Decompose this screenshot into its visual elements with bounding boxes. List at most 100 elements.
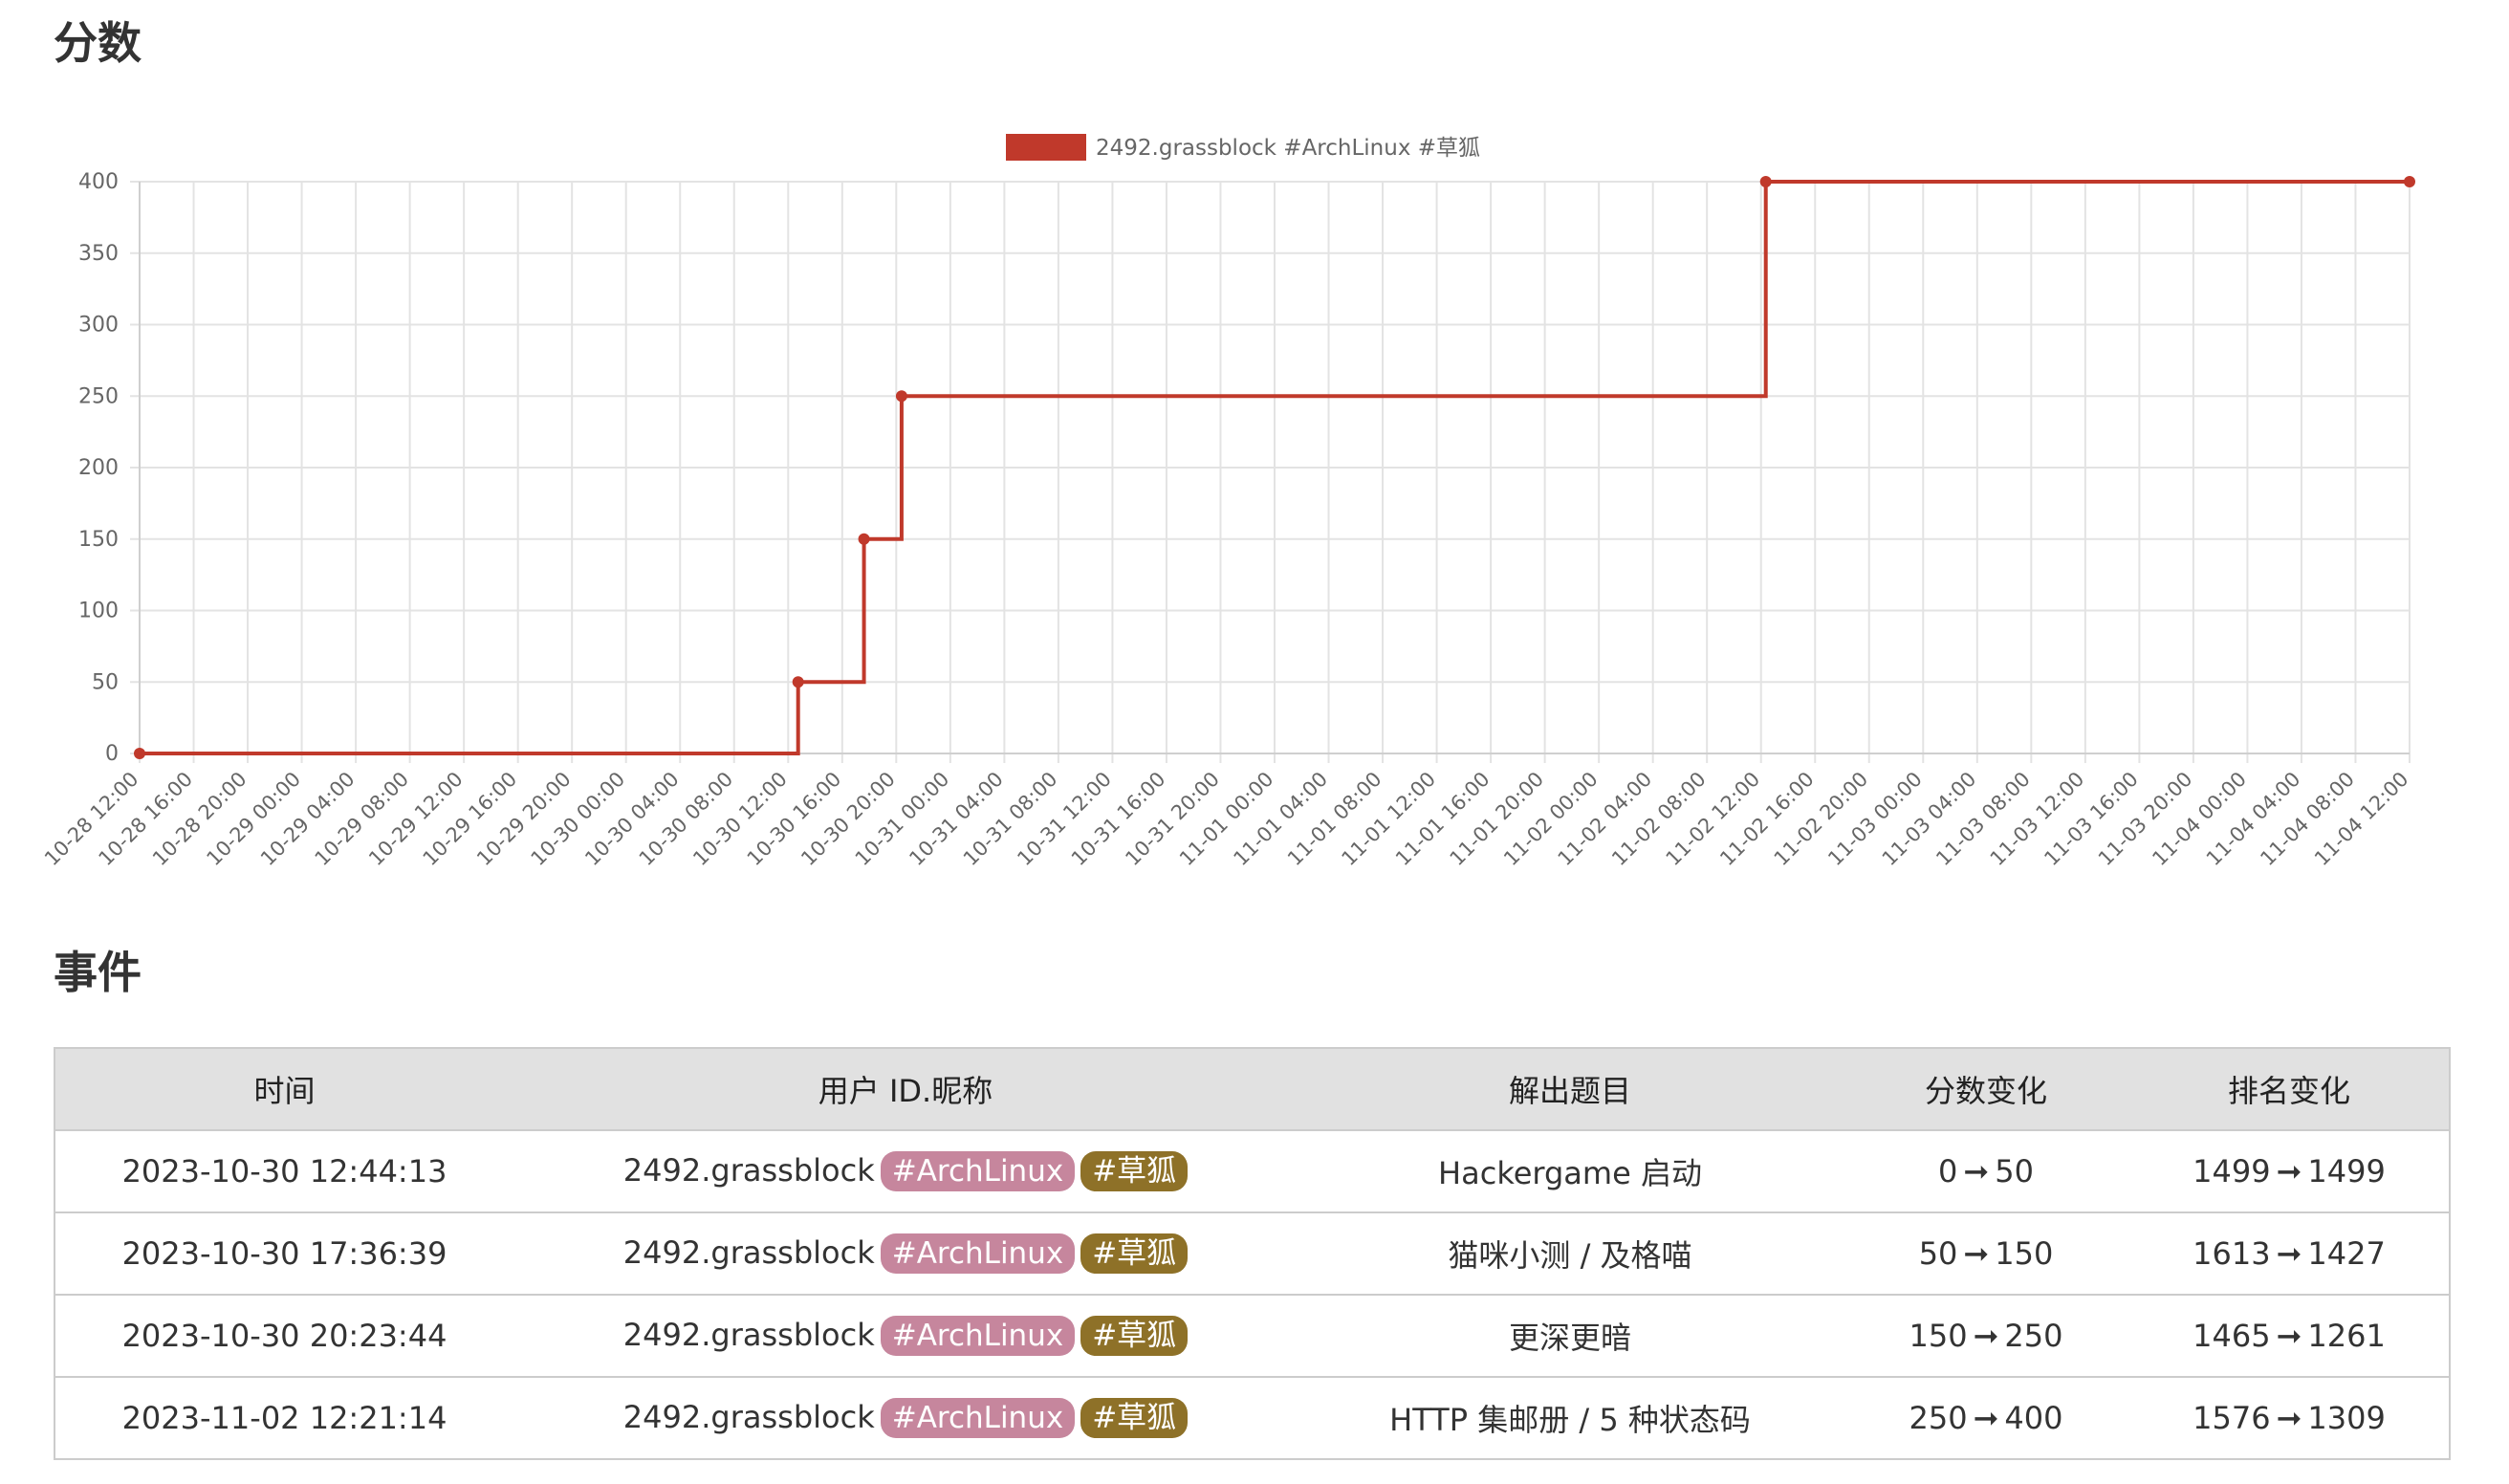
data-point: [895, 390, 907, 403]
y-tick-label: 100: [78, 600, 119, 623]
x-tick-label: 11-01 04:00: [1229, 768, 1332, 871]
x-tick-label: 11-02 04:00: [1554, 768, 1657, 871]
column-header-user: 用户 ID.昵称: [513, 1047, 1298, 1131]
x-tick-label: 10-30 04:00: [580, 768, 684, 871]
x-tick-label: 11-01 20:00: [1446, 768, 1549, 871]
y-tick-label: 400: [78, 170, 119, 194]
os-tag: #ArchLinux: [880, 1316, 1076, 1356]
event-score-change: 50 ➞ 150: [1843, 1211, 2129, 1296]
x-tick-label: 10-31 08:00: [959, 768, 1062, 871]
x-tick-label: 11-01 00:00: [1175, 768, 1278, 871]
x-tick-label: 11-01 16:00: [1391, 768, 1494, 871]
os-tag: #ArchLinux: [880, 1151, 1076, 1191]
event-score-change: 150 ➞ 250: [1843, 1294, 2129, 1378]
x-tick-label: 11-01 12:00: [1337, 768, 1440, 871]
x-tick-label: 10-29 20:00: [472, 768, 576, 871]
event-score-change: 250 ➞ 400: [1843, 1376, 2129, 1460]
event-rank-change: 1576 ➞ 1309: [2129, 1376, 2451, 1460]
arrow-right-icon: ➞: [1973, 1318, 1999, 1354]
browser-tag: #草狐: [1080, 1151, 1189, 1191]
x-tick-label: 10-31 04:00: [905, 768, 1008, 871]
event-user: 2492.grassblock #ArchLinux #草狐: [513, 1211, 1298, 1296]
rank-to: 1261: [2307, 1318, 2386, 1354]
event-time: 2023-10-30 20:23:44: [54, 1294, 513, 1378]
rank-to: 1427: [2307, 1235, 2386, 1272]
x-tick-label: 10-31 16:00: [1067, 768, 1170, 871]
user-link[interactable]: 2492.grassblock: [622, 1234, 875, 1271]
event-challenge: 更深更暗: [1298, 1294, 1843, 1378]
rank-from: 1499: [2193, 1153, 2271, 1189]
x-tick-label: 11-04 12:00: [2310, 768, 2413, 871]
table-row: 2023-11-02 12:21:14 2492.grassblock #Arch…: [54, 1376, 2451, 1460]
rank-from: 1465: [2193, 1318, 2271, 1354]
x-tick-label: 10-29 12:00: [364, 768, 468, 871]
x-tick-label: 10-30 08:00: [635, 768, 738, 871]
table-header-row: 时间 用户 ID.昵称 解出题目 分数变化 排名变化: [54, 1047, 2451, 1131]
legend-label: 2492.grassblock #ArchLinux #草狐: [1096, 136, 1480, 161]
x-tick-label: 10-28 16:00: [94, 768, 197, 871]
y-tick-label: 0: [105, 742, 119, 766]
table-row: 2023-10-30 12:44:13 2492.grassblock #Arch…: [54, 1129, 2451, 1213]
rank-from: 1613: [2193, 1235, 2271, 1272]
x-tick-label: 11-03 04:00: [1878, 768, 1981, 871]
x-tick-label: 11-03 12:00: [1986, 768, 2089, 871]
event-rank-change: 1499 ➞ 1499: [2129, 1129, 2451, 1213]
data-point: [1759, 176, 1772, 187]
event-user: 2492.grassblock #ArchLinux #草狐: [513, 1376, 1298, 1460]
events-heading: 事件: [54, 947, 142, 998]
score-from: 250: [1909, 1400, 1968, 1436]
arrow-right-icon: ➞: [2276, 1235, 2302, 1272]
x-tick-label: 11-02 12:00: [1662, 768, 1765, 871]
arrow-right-icon: ➞: [2276, 1400, 2302, 1436]
user-link[interactable]: 2492.grassblock: [622, 1399, 875, 1435]
arrow-right-icon: ➞: [1973, 1400, 1999, 1436]
user-link[interactable]: 2492.grassblock: [622, 1152, 875, 1189]
arrow-right-icon: ➞: [2276, 1153, 2302, 1189]
column-header-challenge: 解出题目: [1298, 1047, 1843, 1131]
y-tick-label: 300: [78, 314, 119, 338]
event-challenge: HTTP 集邮册 / 5 种状态码: [1298, 1376, 1843, 1460]
x-tick-label: 11-03 08:00: [1931, 768, 2035, 871]
x-tick-label: 11-01 08:00: [1283, 768, 1386, 871]
x-tick-label: 10-29 04:00: [256, 768, 360, 871]
x-tick-label: 10-28 12:00: [40, 768, 143, 871]
x-tick-label: 11-03 16:00: [2040, 768, 2143, 871]
legend-swatch: [1006, 134, 1086, 161]
event-user: 2492.grassblock #ArchLinux #草狐: [513, 1129, 1298, 1213]
score-to: 50: [1995, 1153, 2034, 1189]
score-to: 250: [2004, 1318, 2063, 1354]
arrow-right-icon: ➞: [1963, 1235, 1990, 1272]
y-tick-label: 200: [78, 456, 119, 480]
browser-tag: #草狐: [1080, 1398, 1189, 1438]
data-point: [134, 748, 145, 759]
arrow-right-icon: ➞: [2276, 1318, 2302, 1354]
event-time: 2023-10-30 17:36:39: [54, 1211, 513, 1296]
x-tick-label: 10-29 16:00: [419, 768, 522, 871]
x-tick-label: 10-30 00:00: [527, 768, 630, 871]
os-tag: #ArchLinux: [880, 1233, 1076, 1274]
event-time: 2023-11-02 12:21:14: [54, 1376, 513, 1460]
arrow-right-icon: ➞: [1963, 1153, 1990, 1189]
rank-to: 1309: [2307, 1400, 2386, 1436]
event-user: 2492.grassblock #ArchLinux #草狐: [513, 1294, 1298, 1378]
column-header-rank-change: 排名变化: [2129, 1047, 2451, 1131]
x-tick-label: 11-02 16:00: [1715, 768, 1819, 871]
x-tick-label: 10-30 16:00: [743, 768, 846, 871]
x-tick-label: 10-30 20:00: [796, 768, 900, 871]
x-tick-label: 10-30 12:00: [688, 768, 792, 871]
browser-tag: #草狐: [1080, 1316, 1189, 1356]
events-table: 时间 用户 ID.昵称 解出题目 分数变化 排名变化 2023-10-30 12…: [54, 1047, 2451, 1460]
x-tick-label: 11-02 00:00: [1499, 768, 1603, 871]
x-tick-label: 10-31 20:00: [1121, 768, 1224, 871]
y-tick-label: 250: [78, 384, 119, 408]
score-chart: 10-28 12:00 10-28 16:00 10-28 20:00 10-29 0…: [0, 115, 2509, 899]
user-link[interactable]: 2492.grassblock: [622, 1317, 875, 1353]
x-tick-label: 11-04 00:00: [2148, 768, 2251, 871]
rank-from: 1576: [2193, 1400, 2271, 1436]
x-tick-label: 10-29 08:00: [311, 768, 414, 871]
browser-tag: #草狐: [1080, 1233, 1189, 1274]
x-tick-label: 11-04 08:00: [2256, 768, 2359, 871]
x-tick-label: 11-03 20:00: [2094, 768, 2197, 871]
event-rank-change: 1613 ➞ 1427: [2129, 1211, 2451, 1296]
x-tick-label: 10-31 00:00: [851, 768, 954, 871]
